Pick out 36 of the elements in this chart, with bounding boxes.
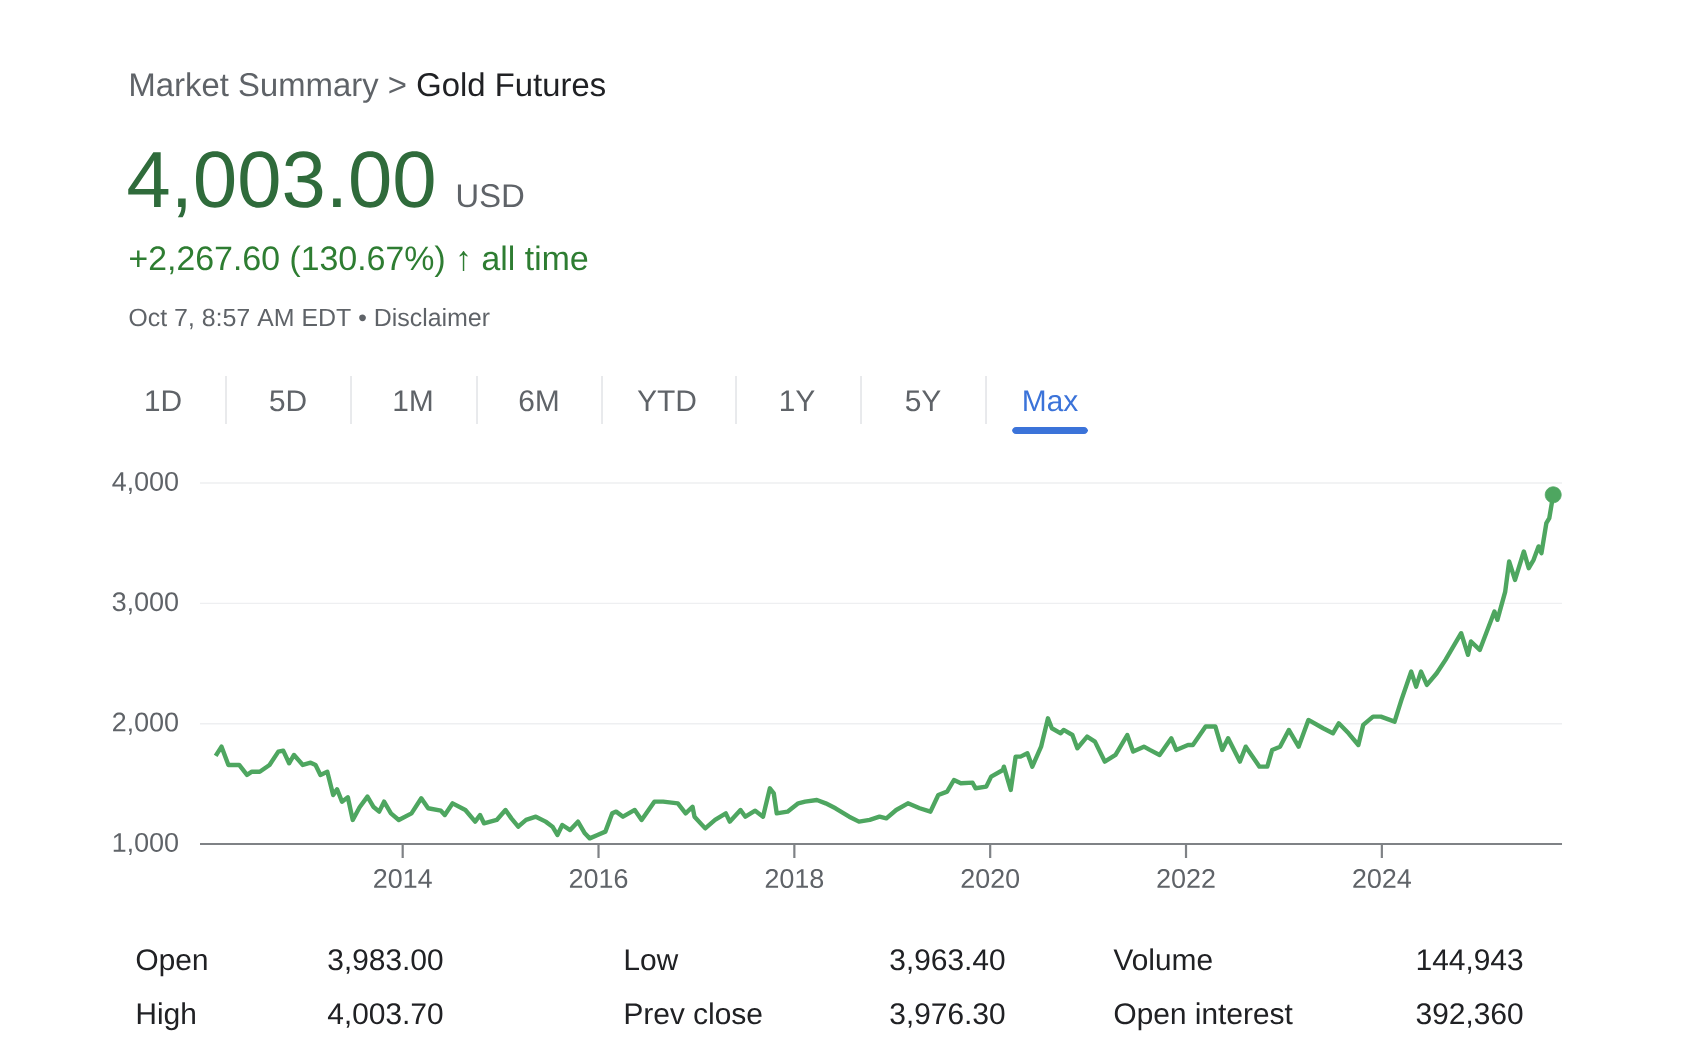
chart-title: Market Summary >: [131, 72, 406, 103]
x-tick-label: 2022: [1157, 869, 1215, 889]
text: 6M: [519, 390, 558, 412]
x-tick-label: 2018: [765, 869, 824, 889]
text: 392,360: [1416, 1003, 1523, 1028]
text: Open: [136, 949, 207, 977]
text: 1M: [394, 390, 432, 412]
x-tick-label: 2016: [569, 869, 628, 889]
text: 144,943: [1417, 949, 1523, 974]
text: 5D: [270, 390, 306, 412]
y-tick-label: 4,000: [112, 471, 178, 495]
text: YTD: [637, 390, 696, 412]
text: 4,003.00: [128, 151, 434, 218]
y-tick-label: 2,000: [113, 712, 178, 735]
text: 3,963.40: [890, 949, 1005, 974]
text: High: [137, 1002, 195, 1031]
text: Max: [1024, 390, 1078, 412]
text: Prev close: [625, 1002, 762, 1025]
text: Volume: [1113, 948, 1212, 971]
text: Oct 7, 8:57 AM EDT • Disclaimer: [129, 307, 490, 330]
text: 5Y: [905, 390, 941, 412]
text: 3,976.30: [890, 1003, 1005, 1028]
y-tick-label: 3,000: [112, 592, 178, 615]
text: +2,267.60 (130.67%) ↑ all time: [130, 245, 588, 277]
text: Open interest: [1114, 1002, 1293, 1031]
text: USD: [457, 184, 524, 208]
chart-subtitle: Gold Futures: [417, 72, 605, 97]
text: 1D: [146, 390, 181, 412]
text: 1Y: [781, 390, 815, 412]
y-tick-label: 1,000: [113, 832, 178, 856]
x-tick-label: 2014: [374, 869, 432, 889]
x-tick-label: 2024: [1353, 869, 1411, 889]
text: 4,003.70: [327, 1003, 443, 1028]
text: 3,983.00: [328, 949, 443, 974]
x-tick-label: 2020: [961, 869, 1020, 889]
text: Low: [625, 949, 679, 971]
